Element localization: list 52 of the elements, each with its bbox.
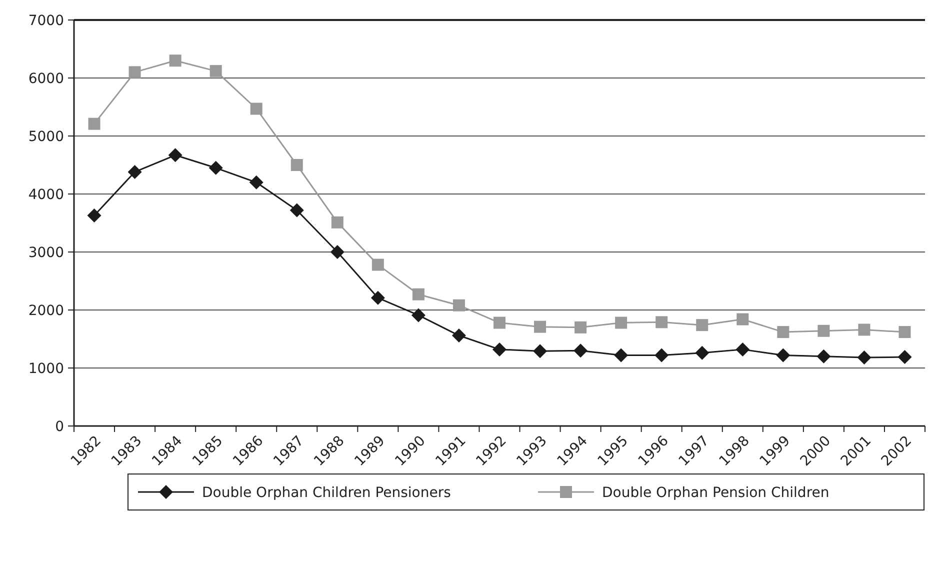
point <box>898 326 911 338</box>
point <box>818 324 830 337</box>
point <box>290 159 303 171</box>
y-tick-label: 7000 <box>28 12 64 29</box>
point <box>249 175 264 190</box>
y-tick-label: 1000 <box>28 360 64 377</box>
point <box>331 216 344 228</box>
point <box>494 316 506 329</box>
y-tick-label: 6000 <box>28 70 64 87</box>
point <box>656 316 668 328</box>
point <box>168 148 182 162</box>
point <box>614 348 628 362</box>
point <box>87 208 102 222</box>
point <box>654 348 669 362</box>
point <box>370 290 385 305</box>
y-tick-label: 3000 <box>28 244 64 261</box>
point <box>736 313 749 326</box>
point <box>736 342 750 356</box>
point <box>412 288 424 300</box>
point <box>492 342 506 356</box>
point <box>574 321 587 334</box>
point <box>858 324 870 336</box>
point <box>250 102 262 115</box>
point <box>534 320 546 333</box>
point <box>88 118 100 130</box>
point <box>452 328 466 343</box>
point <box>898 350 912 364</box>
point <box>290 203 304 218</box>
point <box>696 319 708 332</box>
point <box>330 245 344 259</box>
point <box>372 258 384 271</box>
y-tick-label: 4000 <box>28 186 64 203</box>
y-tick-label: 2000 <box>28 302 64 319</box>
point <box>776 348 790 362</box>
point <box>411 308 426 322</box>
legend-label: Double Orphan Pension Children <box>602 484 830 501</box>
y-tick-label: 5000 <box>28 128 64 145</box>
point <box>816 349 831 364</box>
legend-label: Double Orphan Children Pensioners <box>202 484 451 501</box>
point <box>128 66 141 78</box>
point <box>615 316 628 329</box>
point <box>210 65 222 78</box>
point <box>574 344 588 358</box>
point <box>533 344 548 358</box>
y-tick-label: 0 <box>55 418 64 435</box>
point <box>169 54 182 67</box>
point <box>777 326 790 338</box>
point <box>208 160 223 175</box>
point <box>128 164 142 179</box>
point <box>857 350 872 365</box>
point <box>695 346 710 360</box>
point <box>452 299 465 312</box>
